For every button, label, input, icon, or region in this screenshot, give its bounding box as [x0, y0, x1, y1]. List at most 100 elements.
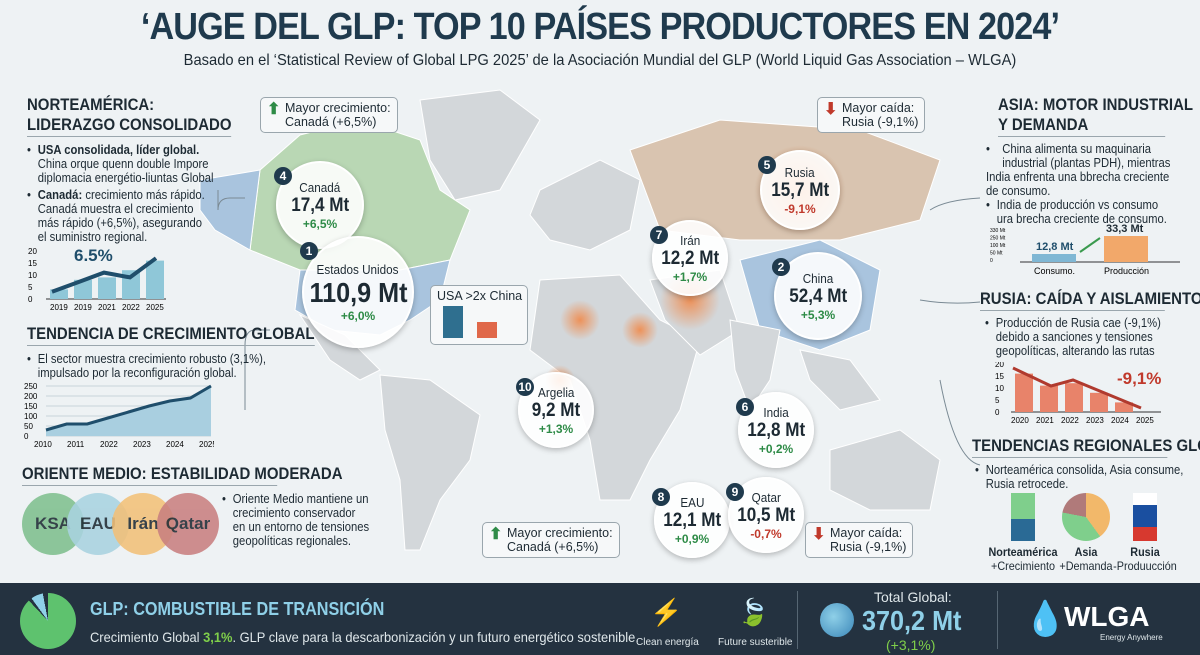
bullet-text: diplomacia energétio-liuntas Global: [37, 171, 214, 185]
chart-label: -9,1%: [1117, 369, 1161, 388]
region-name: Rusia: [1130, 545, 1160, 559]
section-title: TENDENCIAS REGIONALES GLOBAL: [972, 437, 1200, 458]
clean-energy-label: Clean energía: [636, 637, 699, 648]
rank-badge: 9: [726, 483, 744, 501]
country-bubble: 7 Irán 12,2 Mt +1,7%: [650, 220, 728, 296]
bullet-text: India enfrenta una bbrecha creciente: [986, 170, 1170, 184]
change-value: +1,7%: [672, 269, 708, 284]
y-tick: 5: [28, 283, 33, 292]
country-bubble: 6 India 12,8 Mt +0,2%: [736, 392, 814, 468]
y-tick: 15: [28, 259, 37, 268]
y-tick: 0: [24, 432, 29, 441]
bullet-bold: USA consolidada, líder global.: [37, 143, 200, 157]
footer-text-b: . GLP clave para la descarbonización y u…: [232, 629, 639, 645]
footer-bar: GLP: COMBUSTIBLE DE TRANSICIÓN Crecimien…: [0, 583, 1200, 655]
x-tick: 2020: [1011, 416, 1029, 425]
change-value: +1,3%: [538, 421, 574, 436]
bullet-text: China orque quenn double Impore: [37, 157, 209, 171]
rank-badge: 6: [736, 398, 754, 416]
production-value: 12,8 Mt: [747, 419, 805, 441]
total-value: 370,2 Mt: [862, 605, 962, 636]
bar: [146, 260, 164, 299]
bullet-text: más rápido (+6,5%), asegurando: [37, 216, 202, 230]
bullet-text: crecimiento más rápido.: [82, 188, 205, 202]
bar: [98, 277, 116, 299]
bar: [1040, 385, 1058, 412]
y-tick: 5: [995, 396, 1000, 405]
y-tick: 50: [24, 422, 33, 431]
callout-line: Rusia (-9,1%): [830, 540, 907, 554]
decline-arrow: [1012, 366, 1142, 410]
bullet-text: Oriente Medio mantiene un: [232, 492, 369, 506]
country-name: Qatar: [751, 489, 781, 505]
x-tick: Consumo.: [1034, 266, 1075, 276]
country-bubble: 10 Argelia 9,2 Mt +1,3%: [516, 372, 594, 448]
x-tick: 2023: [1086, 416, 1104, 425]
arrow-down-icon: ⬇: [812, 526, 826, 543]
total-label: Total Global:: [874, 589, 952, 605]
footer-title: GLP: COMBUSTIBLE DE TRANSICIÓN: [90, 599, 385, 619]
rank-badge: 1: [300, 242, 318, 260]
callout-line: Rusia (-9,1%): [842, 115, 919, 129]
pie-icon: [20, 593, 76, 649]
change-value: +5,3%: [800, 307, 836, 322]
bullet-text: geopolíticas, alterando las rutas: [995, 344, 1155, 358]
y-tick: 10: [28, 271, 37, 280]
asia-pie-icon: [1062, 493, 1110, 541]
callout-line: Mayor caída:: [842, 101, 915, 115]
production-value: 12,1 Mt: [663, 509, 721, 531]
section-title: Y DEMANDA: [998, 116, 1166, 137]
country-bubble: 1 Estados Unidos 110,9 Mt +6,0%: [300, 236, 414, 348]
callout-box: ⬇ Mayor caída: Rusia (-9,1%): [817, 97, 926, 133]
change-value: -0,7%: [750, 526, 782, 541]
region-label: Rusia -Produucción: [1100, 545, 1190, 573]
y-tick: 20: [28, 247, 37, 256]
production-value: 15,7 Mt: [771, 179, 829, 201]
russia-flag-icon: [1133, 493, 1157, 541]
bar-label: 12,8 Mt: [1036, 241, 1074, 253]
logo-tagline: Energy Anywhere: [1100, 633, 1163, 642]
country-name: Irán: [679, 232, 701, 248]
production-value: 9,2 Mt: [531, 399, 581, 421]
bar-china: [477, 322, 497, 338]
callout-line: Mayor caída:: [830, 526, 903, 540]
region-sub: +Demanda: [1059, 559, 1113, 573]
total-change: (+3,1%): [886, 637, 936, 653]
callout-line: Canadá (+6,5%): [285, 115, 377, 129]
trend-line: [45, 384, 212, 432]
bar-usa: [443, 306, 463, 338]
usa-china-comparison: USA >2x China: [430, 285, 528, 345]
callout-line: Mayor crecimiento:: [285, 101, 391, 115]
production-value: 12,2 Mt: [661, 247, 719, 269]
middle-east-circles: KSA EAU Irán Qatar: [22, 493, 219, 555]
rank-badge: 8: [652, 488, 670, 506]
land-australia: [829, 429, 941, 511]
bullet-text: debido a sanciones y tensiones: [995, 330, 1153, 344]
x-tick: Producción: [1104, 266, 1149, 276]
x-tick: 2025: [146, 303, 164, 312]
section-title: LIDERAZGO CONSOLIDADO: [27, 116, 232, 137]
section-title: NORTEAMÉRICA:: [27, 95, 155, 114]
callout-line: Mayor crecimiento:: [507, 526, 613, 540]
wlga-logo: WLGA: [1064, 601, 1150, 632]
callout-box: ⬇ Mayor caída: Rusia (-9,1%): [805, 522, 914, 558]
leaf-icon: 🍃: [737, 597, 770, 627]
bullet-text: Rusia retrocede.: [985, 477, 1069, 491]
future-label: Future susterible: [718, 637, 793, 648]
production-value: 52,4 Mt: [789, 285, 847, 307]
trend-section: TENDENCIA DE CRECIMIENTO GLOBAL El secto…: [27, 325, 354, 383]
land-south-america: [379, 374, 481, 551]
callout-box: ⬆ Mayor crecimiento: Canadá (+6,5%): [260, 97, 398, 133]
y-tick: 100: [24, 412, 38, 421]
arrow-up-icon: ⬆: [489, 526, 503, 543]
footer-pct: 3,1%: [203, 629, 233, 645]
rank-badge: 10: [516, 378, 534, 396]
section-title: ASIA: MOTOR INDUSTRIAL: [998, 95, 1194, 114]
section-title: TENDENCIA DE CRECIMIENTO GLOBAL: [27, 325, 315, 346]
production-value: 10,5 Mt: [737, 504, 795, 526]
area: [46, 386, 211, 436]
x-tick: 2019: [74, 303, 92, 312]
y-tick: 100 Mt: [990, 243, 1006, 249]
bar: [1115, 402, 1133, 412]
arrow-down-icon: ⬇: [824, 101, 838, 118]
